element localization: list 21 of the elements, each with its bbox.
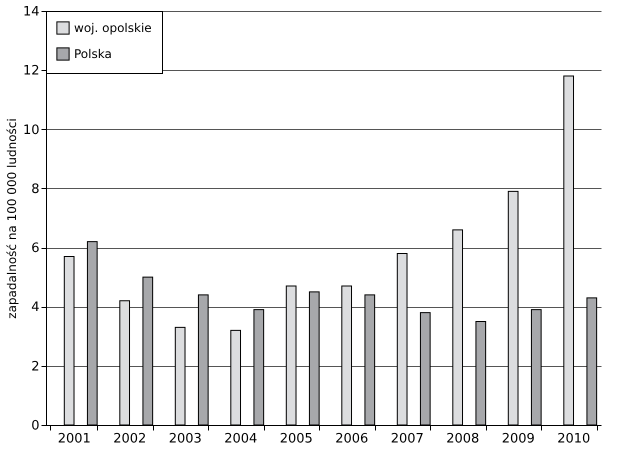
y-tick-label: 2 [31, 359, 40, 374]
y-tick-label: 14 [22, 4, 40, 20]
x-tick-label: 2008 [446, 432, 480, 446]
y-tick-label: 12 [22, 64, 40, 79]
y-tick-label: 4 [31, 300, 40, 316]
x-tick-label: 2007 [390, 432, 424, 446]
legend-label: Polska [74, 47, 112, 61]
x-tick-label: 2002 [113, 432, 146, 446]
legend-label: woj. opolskie [74, 21, 152, 35]
y-tick-label: 6 [31, 241, 40, 256]
y-tick-label: 8 [31, 182, 40, 197]
x-tick-label: 2003 [168, 432, 202, 446]
y-axis-title: zapadalność na 100 000 ludności [4, 118, 19, 319]
x-tick-label: 2006 [335, 432, 368, 446]
y-tick-label: 10 [22, 122, 40, 138]
x-tick-label: 2004 [224, 432, 258, 446]
x-tick-label: 2005 [280, 432, 313, 446]
x-tick-label: 2010 [557, 432, 590, 446]
y-tick-label: 0 [31, 418, 40, 434]
x-tick-label: 2001 [58, 432, 91, 446]
x-tick-label: 2009 [502, 432, 535, 446]
